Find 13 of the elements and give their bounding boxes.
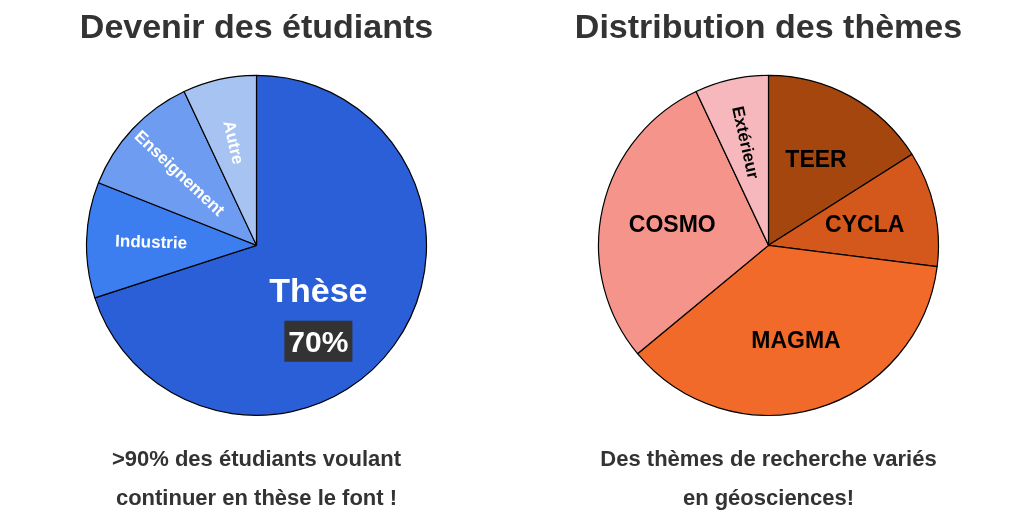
text: Des thèmes de recherche variés en géosciences! (600, 446, 937, 511)
slice-label: COSMO (628, 210, 716, 237)
slice-label: Thèse (269, 271, 368, 310)
text: >90% des étudiants voulant continuer en thèse le font ! (111, 446, 402, 511)
slice-label: Autre (219, 118, 248, 167)
slice-label: Industrie (114, 231, 188, 253)
slice-label: CYCLA (825, 210, 905, 237)
slice-label: TEER (785, 145, 848, 172)
slice-label: MAGMA (751, 327, 841, 354)
chart-title: Devenir des étudiants (79, 7, 434, 45)
slice-label: Extérieur (728, 104, 763, 181)
data-label: 70% (288, 324, 349, 358)
chart-title: Distribution des thèmes (574, 7, 963, 45)
